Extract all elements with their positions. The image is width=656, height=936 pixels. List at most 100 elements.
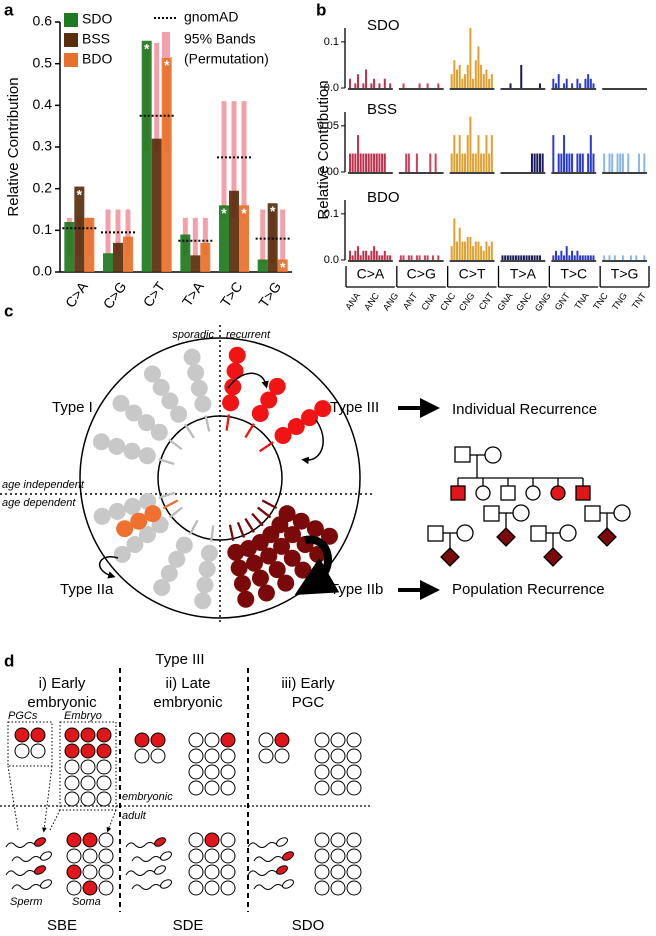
sperm-tail — [247, 842, 278, 848]
bar — [571, 153, 574, 172]
x-tick-label: ANA — [343, 291, 362, 312]
significance: * — [221, 205, 227, 221]
bar — [538, 255, 541, 260]
legend-label: BSS — [82, 31, 110, 47]
bar — [536, 153, 539, 172]
label: Type IIa — [60, 581, 114, 598]
cell — [346, 880, 362, 896]
band — [260, 209, 266, 264]
bar — [453, 218, 456, 260]
bar — [573, 255, 576, 260]
cell — [80, 759, 96, 775]
x-tick-label: CNG — [457, 291, 477, 313]
cell — [64, 791, 80, 807]
bar — [541, 153, 544, 172]
label: Type IIb — [330, 581, 383, 598]
bar — [560, 250, 563, 260]
cell — [204, 780, 220, 796]
cell — [134, 732, 150, 748]
cell — [330, 880, 346, 896]
y-tick-label: 0.0 — [33, 263, 53, 279]
y-tick-label: 0.4 — [33, 96, 53, 112]
bar — [563, 83, 566, 88]
beads — [92, 346, 338, 610]
bead — [124, 497, 142, 515]
bead — [274, 427, 292, 445]
bar — [399, 255, 402, 260]
cell — [80, 727, 96, 743]
cell — [82, 848, 98, 864]
legend-label: BDO — [82, 51, 112, 67]
x-tick-label: C>A — [62, 278, 91, 310]
cell — [188, 732, 204, 748]
bar — [538, 83, 541, 88]
band — [221, 101, 227, 218]
bar — [458, 135, 461, 172]
cell — [346, 848, 362, 864]
bead — [187, 364, 205, 382]
spoke — [184, 423, 195, 439]
cell — [82, 864, 98, 880]
bar — [373, 246, 376, 260]
bar — [603, 255, 606, 260]
spoke — [225, 414, 230, 431]
bar — [488, 246, 491, 260]
group-label: T>C — [560, 266, 587, 282]
bar — [219, 205, 229, 272]
panel-letter: a — [4, 0, 14, 19]
cell — [314, 780, 330, 796]
bar — [522, 255, 525, 260]
x-tick-label: TNC — [591, 290, 610, 311]
bar — [381, 255, 384, 260]
cell — [220, 748, 236, 764]
band — [125, 209, 131, 256]
panel-letter: c — [4, 301, 13, 320]
bar — [480, 246, 483, 260]
bar — [461, 78, 464, 88]
column-title: i) Early — [39, 675, 86, 692]
cell — [98, 832, 114, 848]
bar — [581, 153, 584, 172]
cell — [66, 880, 82, 896]
bead — [168, 550, 186, 568]
cell — [80, 775, 96, 791]
bar — [525, 255, 528, 260]
bar — [560, 153, 563, 172]
bar — [370, 153, 373, 172]
sperm-head — [154, 837, 166, 847]
bar — [563, 255, 566, 260]
bar — [402, 83, 405, 88]
cell — [64, 727, 80, 743]
spoke — [168, 438, 183, 450]
legend-label: gnomAD — [184, 9, 238, 25]
sperm-tail — [11, 884, 42, 890]
bar — [190, 255, 201, 272]
bead — [108, 502, 126, 520]
cell — [96, 727, 112, 743]
bar — [490, 241, 493, 260]
bead — [126, 535, 144, 553]
panel-d: Type III i) Early embryonic ii) Late emb… — [0, 651, 372, 934]
bar — [453, 60, 456, 88]
bead — [314, 400, 332, 418]
x-tick-label: C>T — [140, 278, 169, 310]
bar — [362, 153, 365, 172]
bar — [552, 255, 555, 260]
cell — [188, 848, 204, 864]
cell — [66, 832, 82, 848]
bar — [357, 246, 360, 260]
bead — [268, 561, 286, 579]
cell — [96, 743, 112, 759]
bar — [565, 153, 568, 172]
bar — [381, 153, 384, 172]
bar — [528, 255, 531, 260]
bar — [488, 153, 491, 172]
bar — [565, 78, 568, 88]
cell — [204, 848, 220, 864]
bead — [108, 437, 126, 455]
y-tick-label: 0.6 — [33, 13, 53, 29]
x-tick-label: CNA — [419, 291, 438, 312]
bead — [139, 526, 157, 544]
bead — [153, 578, 171, 596]
bar — [533, 153, 536, 172]
